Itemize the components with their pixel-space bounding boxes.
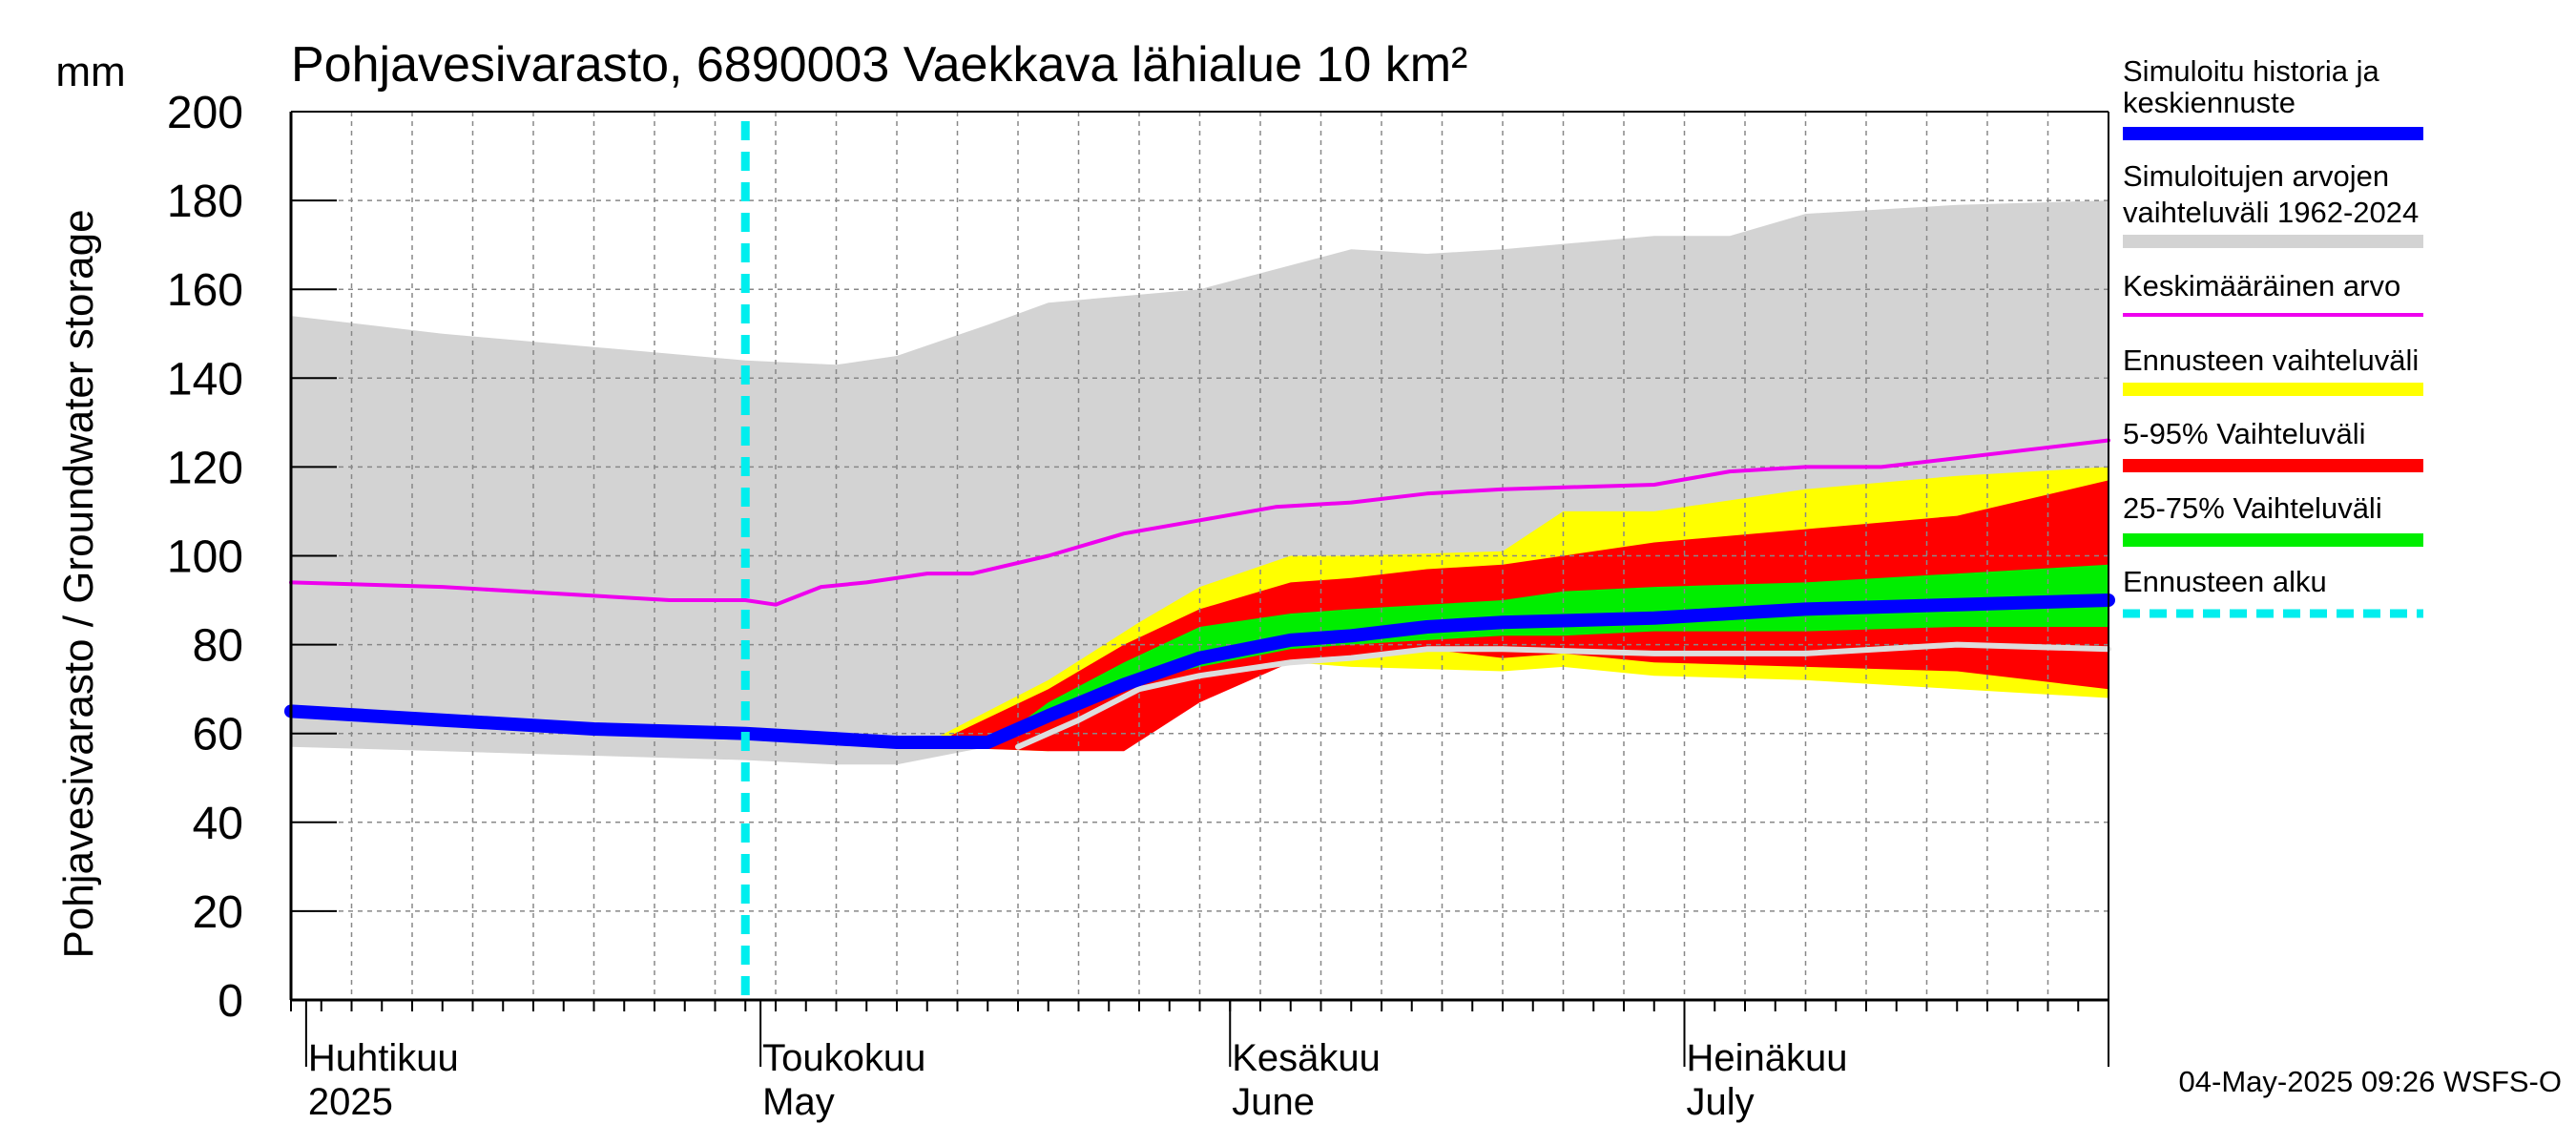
chart-title: Pohjavesivarasto, 6890003 Vaekkava lähia… [291,37,1467,93]
y-tick-label-200: 200 [167,88,243,138]
y-tick-label-100: 100 [167,532,243,583]
line-simuloitu-historia-ja-keskiennuste [284,593,2115,749]
y-tick-label-140: 140 [167,354,243,405]
y-tick-label-20: 20 [193,887,243,938]
y-tick-label-180: 180 [167,177,243,227]
y-tick-label-80: 80 [193,621,243,672]
y-tick-label-60: 60 [193,710,243,760]
month-sublabel-huhtikuu: 2025 [308,1081,393,1123]
y-tick-label-0: 0 [218,976,243,1027]
month-label-huhtikuu: Huhtikuu [308,1037,459,1079]
legend-label-ennusteen-alku: Ennusteen alku [2123,565,2327,598]
month-sublabel-hein-kuu: July [1687,1081,1755,1123]
month-label-kes-kuu: Kesäkuu [1232,1037,1381,1079]
legend-label2-simuloitujen-arvojen-vaihteluv-li-1962-2024: vaihteluväli 1962-2024 [2123,196,2419,229]
legend-label-simuloitu-historia-ja-keskiennuste: Simuloitu historia ja [2123,54,2380,88]
legend-label-keskim-r-inen-arvo: Keskimääräinen arvo [2123,269,2400,302]
legend-label-5-95-vaihteluv-li: 5-95% Vaihteluväli [2123,417,2365,450]
month-sublabel-toukokuu: May [762,1081,835,1123]
footer-timestamp: 04-May-2025 09:26 WSFS-O [2179,1065,2562,1098]
y-tick-label-40: 40 [193,799,243,849]
month-label-hein-kuu: Heinäkuu [1687,1037,1848,1079]
line-median-white [1015,641,2111,750]
legend-label-25-75-vaihteluv-li: 25-75% Vaihteluväli [2123,491,2382,525]
month-label-toukokuu: Toukokuu [762,1037,925,1079]
y-tick-label-120: 120 [167,443,243,493]
unit-label: mm [55,49,125,95]
y-tick-label-160: 160 [167,265,243,316]
y-tick-labels: 0 20 40 60 80 100 120 140 160 180 200 [167,88,243,1027]
y-axis-label: Pohjavesivarasto / Groundwater storage [55,209,102,958]
month-sublabel-kes-kuu: June [1232,1081,1315,1123]
axes-layer [289,111,2109,1067]
legend-label-ennusteen-vaihteluv-li: Ennusteen vaihteluväli [2123,344,2419,377]
legend-label-simuloitujen-arvojen-vaihteluv-li-1962-2024: Simuloitujen arvojen [2123,159,2389,193]
line-keskim-r-inen-arvo [289,438,2110,607]
lines-layer [284,121,2115,1000]
legend-label2-simuloitu-historia-ja-keskiennuste: keskiennuste [2123,86,2296,119]
